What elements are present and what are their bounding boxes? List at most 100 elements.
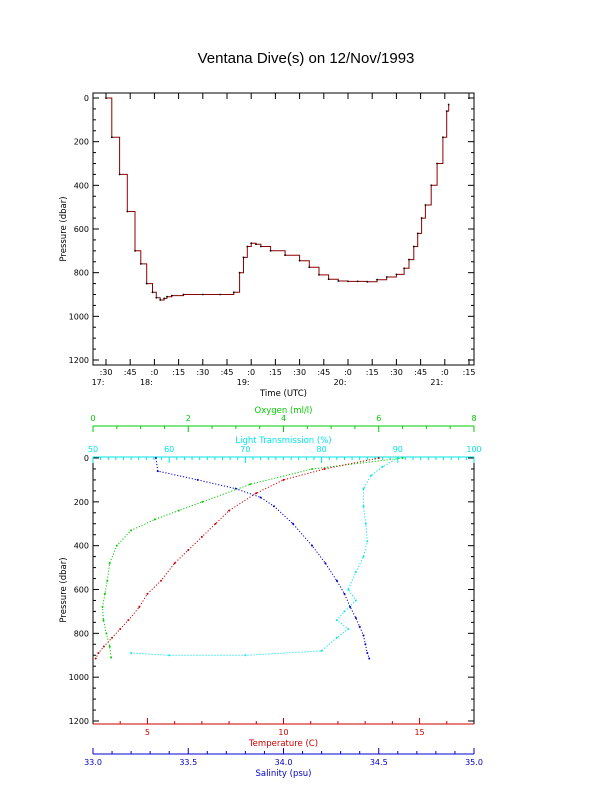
y-tick-label-2: 800: [74, 629, 89, 638]
temperature-profile-point: [323, 467, 326, 470]
y-tick-label-1: 400: [74, 181, 89, 190]
x-tick-label-1: :15: [366, 368, 379, 377]
transmission-profile-point: [364, 522, 367, 525]
profile-chart: 0 200 400 600 800 1000 1200 Pressure (dbar) 0 2 4 6…: [59, 406, 483, 779]
x-tick-label-1: :15: [463, 368, 476, 377]
temperature-profile-line: [95, 457, 379, 659]
pressure-point: [298, 259, 301, 262]
temperature-profile-point: [111, 636, 114, 639]
oxygen-profile-point: [249, 483, 252, 486]
pressure-point: [151, 291, 154, 294]
pressure-point: [430, 184, 433, 187]
transmission-profile-point: [130, 652, 133, 655]
pressure-point: [255, 243, 257, 246]
temperature-tick-label: 10: [278, 728, 288, 737]
oxygen-profile-point: [401, 457, 404, 459]
pressure-point: [376, 278, 378, 281]
salinity-profile-line: [155, 457, 370, 659]
pressure-point: [163, 297, 165, 300]
plot-frame-1: [92, 92, 475, 366]
oxygen-profile-point: [108, 645, 111, 648]
transmission-profile-point: [396, 457, 399, 459]
x-tick-label-1: :45: [221, 368, 234, 377]
oxygen-tick-label: 4: [281, 414, 286, 423]
pressure-point: [327, 278, 330, 281]
salinity-profile-point: [366, 652, 369, 655]
transmission-profile-point: [354, 570, 357, 573]
x-tick-label-1: :15: [172, 368, 185, 377]
temperature-tick-label: 15: [414, 728, 424, 737]
temperature-profile-point: [214, 522, 217, 525]
x-axis-label-1: Time (UTC): [259, 389, 307, 399]
x-tick-label-1: :0: [151, 368, 159, 377]
transmission-profile-point: [343, 610, 346, 613]
pressure-point: [436, 162, 438, 165]
salinity-profile-point: [311, 544, 314, 547]
transmission-profile-point: [347, 588, 350, 591]
pressure-point: [145, 282, 148, 285]
salinity-tick-label: 34.5: [370, 758, 388, 767]
temperature-axis-label: Temperature (C): [248, 739, 318, 749]
x-hour-label-1: 19:: [237, 378, 250, 387]
salinity-tick-label: 33.0: [84, 758, 102, 767]
pressure-point: [242, 256, 245, 259]
pressure-point: [118, 173, 121, 176]
pressure-point: [356, 280, 359, 283]
pressure-point: [408, 258, 410, 261]
page-title: Ventana Dive(s) on 12/Nov/1993: [197, 50, 415, 67]
transmission-tick-label: 60: [164, 445, 174, 454]
pressure-point: [219, 293, 222, 296]
y-tick-label-2: 1200: [69, 717, 89, 726]
transmission-profile-point: [244, 654, 247, 657]
transmission-profile-point: [362, 505, 365, 508]
salinity-profile-point: [349, 606, 352, 609]
y-axis-label-1: Pressure (dbar): [59, 196, 69, 261]
salinity-profile-point: [272, 505, 275, 508]
transmission-profile-point: [347, 627, 350, 630]
x-tick-label-1: :45: [414, 368, 427, 377]
temperature-profile-point: [102, 645, 105, 648]
temperature-profile-point: [160, 579, 163, 582]
oxygen-profile-point: [311, 467, 314, 470]
y-tick-label-2: 200: [74, 498, 89, 507]
oxygen-profile-point: [115, 544, 118, 547]
transmission-profile-point: [168, 654, 171, 657]
x-tick-label-1: :30: [196, 368, 209, 377]
transmission-tick-label: 50: [88, 445, 98, 454]
salinity-profile-point: [156, 470, 159, 473]
y-tick-label-1: 1000: [69, 312, 89, 321]
pressure-point: [416, 232, 419, 235]
x-tick-label-1: :45: [124, 368, 137, 377]
salinity-profile-point: [364, 643, 367, 646]
oxygen-profile-point: [201, 500, 204, 503]
oxygen-profile-point: [130, 529, 133, 532]
oxygen-profile-point: [102, 619, 105, 622]
salinity-profile-point: [154, 457, 157, 459]
salinity-profile-point: [259, 496, 262, 499]
y-tick-label-2: 600: [74, 586, 89, 595]
oxygen-tick-label: 0: [90, 414, 95, 423]
temperature-profile-point: [200, 535, 203, 538]
pressure-point: [134, 249, 136, 252]
pressure-point: [182, 293, 185, 296]
temperature-profile-point: [94, 657, 97, 660]
temperature-profile-point: [282, 478, 285, 481]
x-hour-label-1: 18:: [140, 378, 153, 387]
salinity-profile-point: [358, 625, 361, 628]
oxygen-profile-point: [108, 562, 111, 565]
pressure-point: [366, 280, 369, 283]
oxygen-tick-label: 2: [186, 414, 191, 423]
salinity-tick-label: 34.0: [275, 758, 293, 767]
temperature-profile-point: [255, 492, 258, 495]
x-tick-label-1: :0: [247, 368, 255, 377]
transmission-tick-label: 90: [393, 445, 403, 454]
transmission-profile-point: [320, 649, 323, 652]
pressure-point: [395, 273, 398, 276]
x-hour-label-1: 20:: [334, 378, 347, 387]
oxygen-tick-label: 6: [376, 414, 381, 423]
x-hour-label-1: 21:: [430, 378, 443, 387]
pressure-point: [347, 280, 349, 283]
oxygen-profile-point: [105, 632, 108, 635]
salinity-profile-point: [335, 579, 338, 582]
